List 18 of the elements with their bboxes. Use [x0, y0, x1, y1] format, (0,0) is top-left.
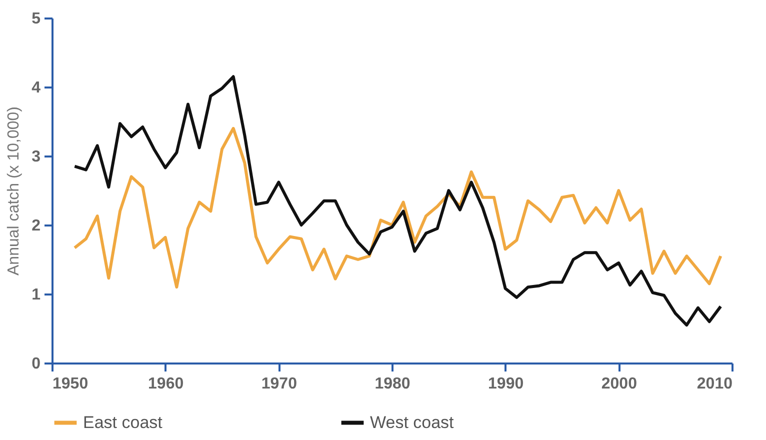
x-tick-label: 1970: [261, 376, 298, 392]
y-tick-label: 1: [32, 286, 41, 304]
x-tick-label: 2000: [601, 376, 638, 392]
y-tick-label: 3: [32, 148, 41, 166]
y-axis-title: Annual catch (x 10,000): [6, 106, 23, 276]
y-tick-label: 4: [32, 80, 41, 96]
y-tick-label: 5: [32, 10, 41, 28]
x-tick-label: 1960: [148, 376, 184, 392]
x-tick-label: 1990: [488, 376, 524, 392]
y-tick-label: 0: [32, 356, 41, 372]
x-tick-label: 1980: [374, 376, 410, 392]
line-series: [73, 126, 722, 289]
legend-label: West coast: [370, 412, 454, 432]
legend-label: East coast: [83, 412, 163, 432]
x-tick-label: 2010: [696, 376, 733, 392]
y-tick-label: 2: [32, 218, 41, 234]
line-series: [73, 75, 722, 327]
x-tick-label: 1950: [52, 376, 88, 392]
